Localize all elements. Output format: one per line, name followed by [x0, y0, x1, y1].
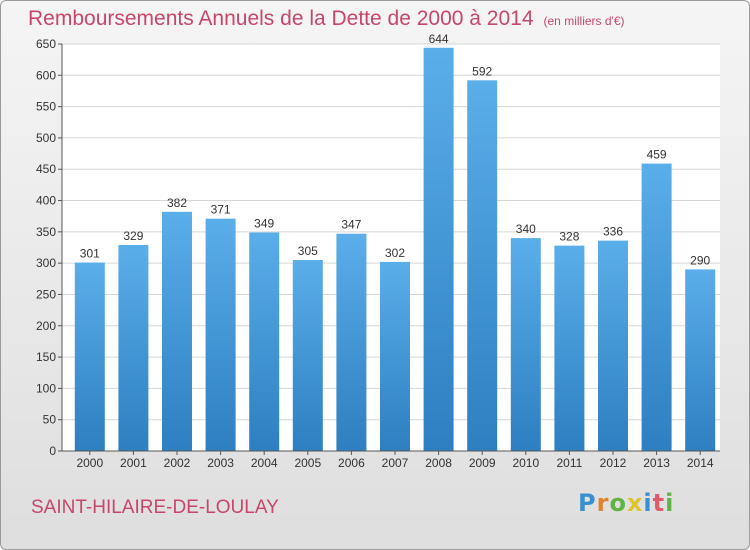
bar-value-label: 301	[80, 247, 100, 261]
y-tick-label: 550	[36, 100, 56, 114]
y-tick-label: 350	[36, 225, 56, 239]
bar-2000	[74, 262, 105, 451]
y-tick-label: 150	[36, 350, 56, 364]
x-tick-label: 2014	[687, 456, 714, 470]
y-tick-label: 200	[36, 319, 56, 333]
x-tick-label: 2006	[338, 456, 365, 470]
bar-value-label: 302	[385, 246, 405, 260]
commune-name: SAINT-HILAIRE-DE-LOULAY	[31, 497, 279, 518]
bar-2011	[554, 245, 585, 451]
x-tick-label: 2003	[207, 456, 234, 470]
chart-unit: (en milliers d'€)	[543, 14, 625, 28]
x-tick-label: 2012	[600, 456, 627, 470]
bar-value-label: 349	[254, 216, 274, 230]
bar-2001	[118, 244, 149, 451]
bar-2007	[380, 261, 410, 451]
y-tick-label: 250	[36, 287, 56, 301]
bar-2014	[685, 269, 716, 451]
y-tick-label: 500	[36, 131, 56, 145]
y-tick-label: 0	[49, 444, 56, 458]
y-tick-label: 650	[36, 37, 56, 51]
y-tick-label: 400	[36, 194, 56, 208]
x-tick-label: 2010	[512, 456, 539, 470]
x-tick-label: 2004	[251, 456, 278, 470]
bar-2013	[641, 163, 672, 451]
x-tick-label: 2002	[164, 456, 191, 470]
bar-2010	[510, 238, 541, 451]
bar-value-label: 340	[516, 222, 536, 236]
x-tick-label: 2005	[294, 456, 321, 470]
bar-value-label: 347	[341, 218, 361, 232]
bar-value-label: 459	[647, 148, 667, 162]
y-tick-label: 50	[43, 413, 57, 427]
bars: 301 329 382 371 349 305 347 302 644 592 340 328 336 4…	[74, 32, 716, 451]
bar-2009	[467, 80, 498, 451]
bar-value-label: 644	[429, 32, 449, 46]
x-tick-label: 2013	[643, 456, 670, 470]
chart-title: Remboursements Annuels de la Dette de 20…	[28, 7, 625, 31]
bar-2012	[598, 240, 628, 451]
y-axis-ticks: 0 50 100 150 200 250 300 350 400 450 500 550 600 650	[36, 37, 62, 458]
x-tick-label: 2000	[76, 456, 103, 470]
bar-value-label: 329	[123, 229, 143, 243]
x-tick-label: 2008	[425, 456, 452, 470]
x-tick-label: 2009	[469, 456, 496, 470]
bar-value-label: 592	[472, 64, 492, 78]
bar-value-label: 290	[690, 253, 710, 267]
bar-2003	[205, 218, 236, 451]
bar-2006	[336, 233, 367, 451]
bar-2004	[249, 232, 280, 451]
bar-2002	[162, 211, 192, 451]
bar-value-label: 336	[603, 225, 623, 239]
proxiti-logo: Proxiti	[578, 489, 675, 517]
y-tick-label: 450	[36, 162, 56, 176]
y-tick-label: 300	[36, 256, 56, 270]
bar-value-label: 382	[167, 196, 187, 210]
bar-value-label: 328	[559, 230, 579, 244]
x-axis-ticks: 2000 2001 2002 2003 2004 2005 2006 2007 2008 2009…	[76, 451, 714, 470]
x-tick-label: 2001	[120, 456, 147, 470]
x-tick-label: 2011	[556, 456, 582, 470]
bar-value-label: 371	[211, 203, 231, 217]
chart-title-text: Remboursements Annuels de la Dette de 20…	[28, 7, 534, 30]
bar-2005	[292, 260, 323, 451]
y-tick-label: 100	[36, 381, 56, 395]
bar-value-label: 305	[298, 244, 318, 258]
x-tick-label: 2007	[382, 456, 409, 470]
bar-2008	[423, 47, 454, 451]
y-tick-label: 600	[36, 68, 56, 82]
